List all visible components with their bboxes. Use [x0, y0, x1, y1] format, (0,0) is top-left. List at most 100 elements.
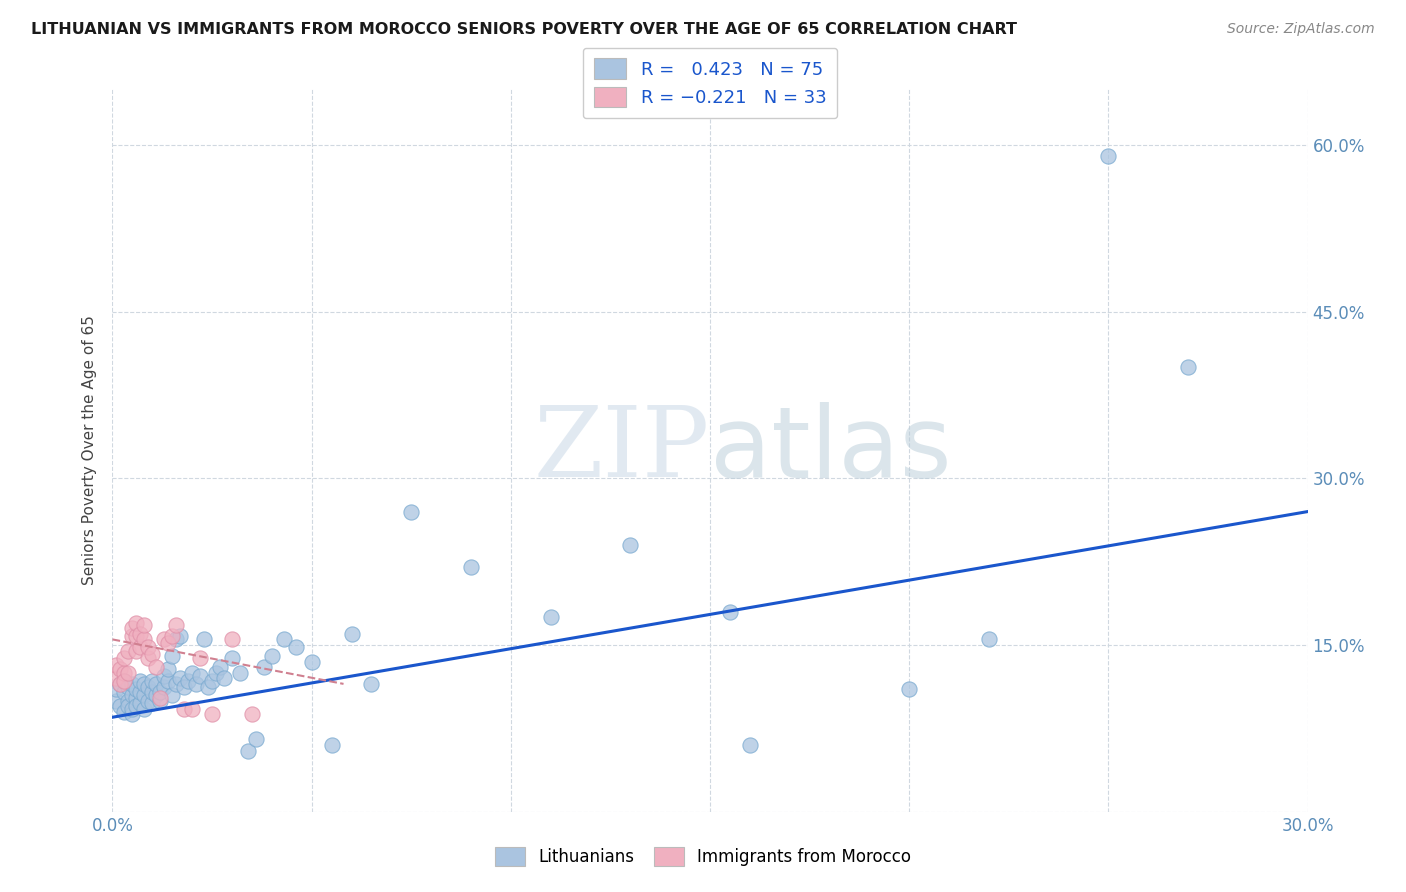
Point — [240, 706, 263, 721]
Point — [145, 688, 167, 702]
Point — [173, 680, 195, 694]
Point — [129, 640, 152, 655]
Point — [738, 738, 761, 752]
Point — [205, 665, 228, 680]
Point — [105, 693, 128, 707]
Point — [153, 680, 176, 694]
Point — [114, 684, 135, 698]
Point — [169, 671, 191, 685]
Point — [221, 632, 243, 647]
Point — [177, 673, 200, 688]
Point — [129, 696, 152, 710]
Point — [121, 621, 143, 635]
Point — [134, 677, 156, 691]
Point — [129, 673, 152, 688]
Point — [229, 665, 252, 680]
Point — [138, 693, 160, 707]
Point — [260, 649, 283, 664]
Point — [153, 669, 176, 683]
Point — [121, 688, 143, 702]
Point — [114, 705, 135, 719]
Point — [145, 677, 167, 691]
Point — [117, 699, 139, 714]
Point — [273, 632, 295, 647]
Text: atlas: atlas — [710, 402, 952, 499]
Point — [114, 651, 135, 665]
Point — [718, 605, 741, 619]
Point — [138, 680, 160, 694]
Point — [201, 673, 224, 688]
Point — [157, 673, 180, 688]
Point — [121, 702, 143, 716]
Point — [165, 618, 187, 632]
Point — [619, 538, 641, 552]
Point — [114, 673, 135, 688]
Point — [188, 669, 211, 683]
Point — [162, 629, 183, 643]
Point — [236, 743, 259, 757]
Point — [201, 706, 224, 721]
Point — [117, 643, 139, 657]
Point — [1097, 149, 1119, 163]
Point — [105, 671, 128, 685]
Point — [460, 560, 482, 574]
Point — [129, 627, 152, 641]
Point — [117, 680, 139, 694]
Point — [121, 706, 143, 721]
Point — [110, 677, 132, 691]
Point — [181, 665, 204, 680]
Point — [181, 702, 204, 716]
Text: Source: ZipAtlas.com: Source: ZipAtlas.com — [1227, 22, 1375, 37]
Point — [105, 658, 128, 673]
Point — [134, 632, 156, 647]
Point — [165, 677, 187, 691]
Point — [105, 682, 128, 697]
Point — [197, 680, 219, 694]
Point — [149, 684, 172, 698]
Point — [134, 618, 156, 632]
Point — [145, 660, 167, 674]
Y-axis label: Seniors Poverty Over the Age of 65: Seniors Poverty Over the Age of 65 — [82, 316, 97, 585]
Point — [110, 662, 132, 676]
Point — [212, 671, 235, 685]
Point — [125, 682, 148, 697]
Point — [117, 693, 139, 707]
Point — [1177, 360, 1199, 375]
Text: ZIP: ZIP — [534, 402, 710, 499]
Point — [138, 640, 160, 655]
Legend: R =   0.423   N = 75, R = −0.221   N = 33: R = 0.423 N = 75, R = −0.221 N = 33 — [583, 47, 837, 119]
Point — [245, 732, 267, 747]
Point — [125, 643, 148, 657]
Point — [121, 677, 143, 691]
Point — [138, 651, 160, 665]
Text: LITHUANIAN VS IMMIGRANTS FROM MOROCCO SENIORS POVERTY OVER THE AGE OF 65 CORRELA: LITHUANIAN VS IMMIGRANTS FROM MOROCCO SE… — [31, 22, 1017, 37]
Point — [129, 684, 152, 698]
Point — [141, 673, 163, 688]
Point — [125, 629, 148, 643]
Point — [141, 684, 163, 698]
Point — [193, 632, 215, 647]
Point — [165, 632, 187, 647]
Point — [301, 655, 323, 669]
Point — [141, 696, 163, 710]
Legend: Lithuanians, Immigrants from Morocco: Lithuanians, Immigrants from Morocco — [488, 840, 918, 873]
Point — [110, 677, 132, 691]
Point — [401, 505, 423, 519]
Point — [186, 677, 208, 691]
Point — [114, 673, 135, 688]
Point — [321, 738, 343, 752]
Point — [149, 693, 172, 707]
Point — [157, 636, 180, 650]
Point — [540, 610, 562, 624]
Point — [340, 627, 363, 641]
Point — [117, 665, 139, 680]
Point — [114, 665, 135, 680]
Point — [125, 699, 148, 714]
Point — [125, 691, 148, 706]
Point — [188, 651, 211, 665]
Point — [221, 651, 243, 665]
Point — [162, 688, 183, 702]
Point — [360, 677, 382, 691]
Point — [134, 702, 156, 716]
Point — [977, 632, 1000, 647]
